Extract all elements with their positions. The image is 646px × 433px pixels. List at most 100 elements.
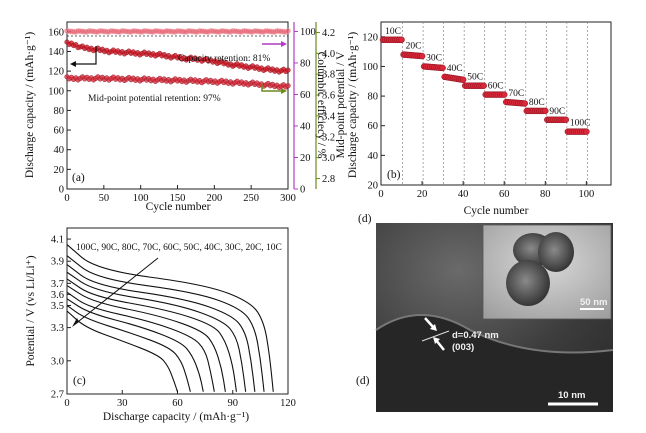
y-tick-label: 3.5 (51, 301, 64, 312)
y-tick-label: 3.6 (51, 290, 64, 301)
right1-tick-label: 0 (300, 185, 305, 196)
panel-c-series-caption: 100C, 90C, 80C, 70C, 60C, 50C, 40C, 30C,… (76, 243, 282, 253)
panel-b-rate-labels: 10C 20C 30C 40C 50C 60C 70C 80C 90C 100C (385, 27, 590, 129)
panel-a-data (64, 28, 291, 91)
x-tick-label: 0 (378, 189, 383, 200)
discharge-curve (66, 244, 274, 392)
rate-label: 70C (508, 89, 524, 99)
y-tick-label: 20 (368, 181, 379, 192)
y-tick-label: 40 (54, 145, 65, 156)
inset-scale-label: 50 nm (580, 297, 607, 308)
arrow-head-icon (72, 318, 79, 327)
right1-tick-label: 40 (300, 121, 311, 132)
data-point (521, 100, 528, 107)
y-tick-label: 60 (368, 121, 379, 132)
discharge-curve (66, 291, 215, 392)
x-tick-label: 0 (64, 398, 69, 409)
y-tick-label: 60 (54, 126, 65, 137)
inset-particle (506, 260, 550, 306)
lattice-plane-label: (003) (452, 342, 474, 353)
arrow-head-icon (70, 61, 76, 67)
panel-b-x-label: Cycle number (464, 205, 529, 217)
y-tick-label: 40 (368, 151, 379, 162)
main-scale-label: 10 nm (558, 390, 585, 401)
panel-a-y-label: Discharge capacity / (mAh·g⁻¹) (24, 32, 36, 178)
discharge-curve (66, 310, 179, 392)
y-tick-label: 20 (54, 165, 65, 176)
data-point (459, 76, 467, 84)
rate-label: 100C (570, 119, 591, 129)
y-tick-label: 2.7 (51, 390, 64, 401)
discharge-curve (66, 285, 226, 392)
x-tick-label: 100 (133, 193, 149, 204)
discharge-curve (66, 305, 191, 392)
x-tick-label: 200 (206, 193, 222, 204)
y-tick-label: 3.0 (51, 356, 64, 367)
data-point (480, 82, 487, 89)
lattice-arrow-upper (424, 317, 435, 329)
x-tick-label: 90 (228, 398, 239, 409)
x-tick-label: 30 (117, 398, 128, 409)
right2-tick-label: 2.8 (322, 174, 335, 185)
right2-tick-label: 4.0 (322, 49, 335, 60)
panel-a-annotation-midpoint: Mid-point potential retention: 97% (88, 94, 221, 104)
panel-c-pointer-line (73, 257, 159, 326)
panel-a-chart: 0 50 100 150 200 250 300 020406080100120140160… (24, 21, 347, 213)
panel-b-data (379, 36, 590, 135)
discharge-curve (66, 278, 237, 392)
y-tick-label: 4.1 (51, 235, 64, 246)
panel-a-right2-ticks: 2.8 3.0 3.2 3.4 3.6 3.8 4.0 4.2 (316, 28, 336, 185)
rate-label: 60C (488, 82, 504, 92)
panel-c-data (66, 244, 274, 392)
panel-d-label: (d) (356, 375, 370, 387)
panel-c-label: (c) (73, 375, 86, 387)
arrow-head-icon (430, 324, 437, 331)
data-point (562, 116, 570, 124)
data-point (418, 52, 426, 60)
x-tick-label: 60 (499, 189, 510, 200)
rate-label: 40C (447, 64, 463, 74)
discharge-curve (66, 255, 265, 392)
panel-a-right1-ticks: 0 20 40 60 80 100 (294, 27, 316, 196)
right2-tick-label: 3.8 (322, 70, 335, 81)
panel-b-y-label: Discharge capacity / (mAh·g⁻¹) (347, 32, 359, 178)
y-tick-label: 120 (362, 32, 378, 43)
panel-c-y-label: Potential / V (vs Li/Li⁺) (25, 255, 37, 366)
data-point (285, 67, 291, 73)
panel-a-left-arrow (72, 46, 97, 65)
x-tick-label: 50 (99, 193, 110, 204)
right2-tick-label: 3.0 (322, 153, 335, 164)
panel-a-x-label: Cycle number (146, 201, 211, 213)
panel-a-right2-label: Mid-point potential / V (335, 51, 347, 158)
data-point (583, 128, 590, 135)
data-point (500, 91, 508, 98)
panel-b-x-ticks: 0 20 40 60 80 100 (378, 181, 594, 200)
right1-tick-label: 60 (300, 90, 311, 101)
panel-b-label: (b) (387, 169, 401, 181)
rate-label: 80C (529, 98, 545, 108)
right2-tick-label: 3.6 (322, 91, 335, 102)
right2-tick-label: 3.4 (322, 111, 336, 122)
panel-a-x-ticks: 0 50 100 150 200 250 300 (64, 185, 296, 204)
rate-label: 90C (549, 107, 565, 117)
panel-c-chart: 0 30 60 90 120 2.7 3.0 3.3 3.53.63.7 3.9 4.1 100C… (25, 227, 296, 423)
arrow-head-icon (281, 88, 287, 94)
y-tick-label: 120 (48, 67, 64, 78)
lattice-fringe (421, 330, 450, 342)
right2-tick-label: 3.2 (322, 132, 335, 143)
x-tick-label: 0 (64, 193, 69, 204)
x-tick-label: 60 (172, 398, 183, 409)
panel-a-y-ticks: 0 20 40 60 80 100 120 140 160 (48, 27, 71, 196)
x-tick-label: 20 (417, 189, 428, 200)
y-tick-label: 0 (59, 185, 64, 196)
panel-a-label: (a) (72, 172, 85, 184)
panel-a-right2-arrow (261, 84, 281, 92)
data-point (542, 107, 549, 115)
y-tick-label: 160 (48, 27, 64, 38)
discharge-curve (66, 264, 256, 392)
y-tick-label: 80 (368, 92, 379, 103)
panel-b-frame (380, 21, 612, 186)
panel-c-y-ticks: 2.7 3.0 3.3 3.53.63.7 3.9 4.1 (51, 235, 71, 401)
panel-d-label-top: (d) (358, 213, 372, 225)
x-tick-label: 120 (280, 398, 296, 409)
